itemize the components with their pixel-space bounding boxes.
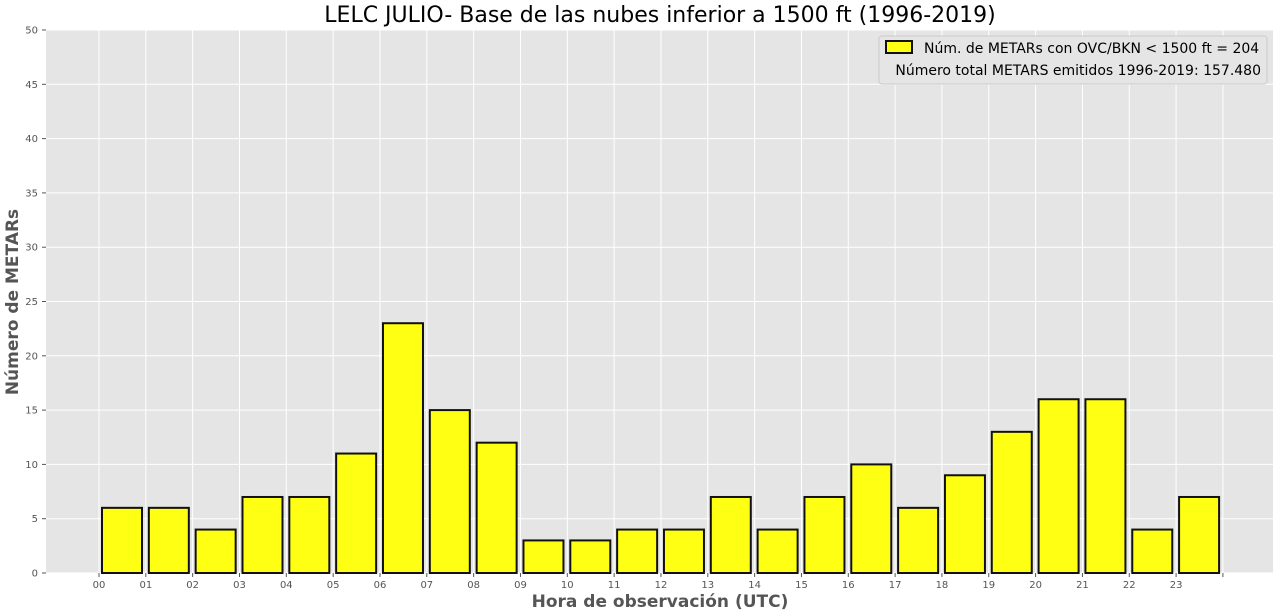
x-axis-label: Hora de observación (UTC)	[532, 592, 789, 612]
x-tick-label: 13	[701, 580, 714, 591]
x-tick-label: 10	[561, 580, 574, 591]
x-tick-label: 11	[608, 580, 621, 591]
x-tick-label: 20	[1029, 580, 1042, 591]
bar-19	[990, 430, 1033, 574]
y-tick-label: 40	[25, 134, 38, 145]
bars	[101, 322, 1221, 575]
x-tick-label: 14	[748, 580, 761, 591]
y-tick-label: 0	[32, 569, 38, 580]
bar-01	[147, 506, 190, 574]
x-tick-label: 16	[842, 580, 855, 591]
bar-18	[943, 474, 986, 575]
bar-00	[101, 506, 143, 574]
y-tick-label: 5	[32, 514, 38, 525]
legend-box	[878, 35, 1268, 85]
x-tick-label: 22	[1123, 580, 1136, 591]
y-tick-label: 50	[25, 26, 38, 37]
bar-17	[897, 506, 940, 574]
bar-21	[1084, 398, 1127, 574]
x-tick-label: 07	[420, 580, 433, 591]
x-tick-label: 02	[186, 580, 199, 591]
y-tick-label: 20	[25, 351, 38, 362]
x-tick-label: 08	[467, 580, 480, 591]
grid-lines	[46, 29, 1273, 574]
bar-07	[428, 409, 471, 574]
legend-note: Número total METARS emitidos 1996-2019: …	[895, 63, 1261, 79]
x-tick-label: 12	[655, 580, 668, 591]
y-tick-label: 45	[25, 80, 38, 91]
bar-05	[335, 452, 378, 575]
legend-series-label: Núm. de METARs con OVC/BKN < 1500 ft = 2…	[924, 41, 1259, 57]
y-tick-label: 10	[25, 460, 38, 471]
bar-12	[662, 528, 705, 574]
chart-title: LELC JULIO- Base de las nubes inferior a…	[324, 3, 995, 28]
bar-08	[475, 441, 518, 574]
x-tick-label: 09	[514, 580, 527, 591]
y-tick-label: 25	[25, 297, 38, 308]
x-tick-label: 19	[982, 580, 995, 591]
x-tick-label: 05	[327, 580, 340, 591]
legend: Núm. de METARs con OVC/BKN < 1500 ft = 2…	[878, 35, 1268, 85]
x-tick-label: 18	[936, 580, 949, 591]
x-tick-label: 00	[93, 580, 106, 591]
x-tick-label: 03	[233, 580, 246, 591]
y-tick-label: 15	[25, 406, 38, 417]
bar-16	[850, 463, 893, 574]
x-tick-label: 15	[795, 580, 808, 591]
bar-11	[616, 528, 659, 574]
bar-23	[1178, 495, 1221, 575]
y-axis-label: Número de METARs	[3, 209, 23, 395]
y-tick-labels: 0 5 10 15 20 25 30 35 40 45 50	[25, 26, 46, 580]
bar-10	[569, 539, 612, 574]
bar-20	[1037, 398, 1080, 574]
x-tick-label: 17	[889, 580, 902, 591]
legend-swatch	[885, 40, 913, 54]
bar-02	[194, 528, 237, 574]
bar-22	[1131, 528, 1174, 574]
bar-13	[709, 495, 752, 575]
y-tick-label: 35	[25, 188, 38, 199]
bar-03	[241, 495, 284, 575]
bar-15	[803, 495, 846, 575]
x-tick-label: 04	[280, 580, 293, 591]
bar-04	[288, 495, 331, 575]
x-tick-label: 23	[1170, 580, 1183, 591]
bar-06	[381, 322, 424, 574]
bar-09	[522, 539, 565, 574]
y-tick-label: 30	[25, 243, 38, 254]
x-tick-label: 06	[374, 580, 387, 591]
x-tick-label: 01	[139, 580, 152, 591]
bar-14	[756, 528, 799, 574]
x-tick-labels: 00 01 02 03 04 05 06 07 08 09 10 11 12 13 14 15 16 17 18 19…	[93, 573, 1224, 591]
x-tick-label: 21	[1076, 580, 1089, 591]
